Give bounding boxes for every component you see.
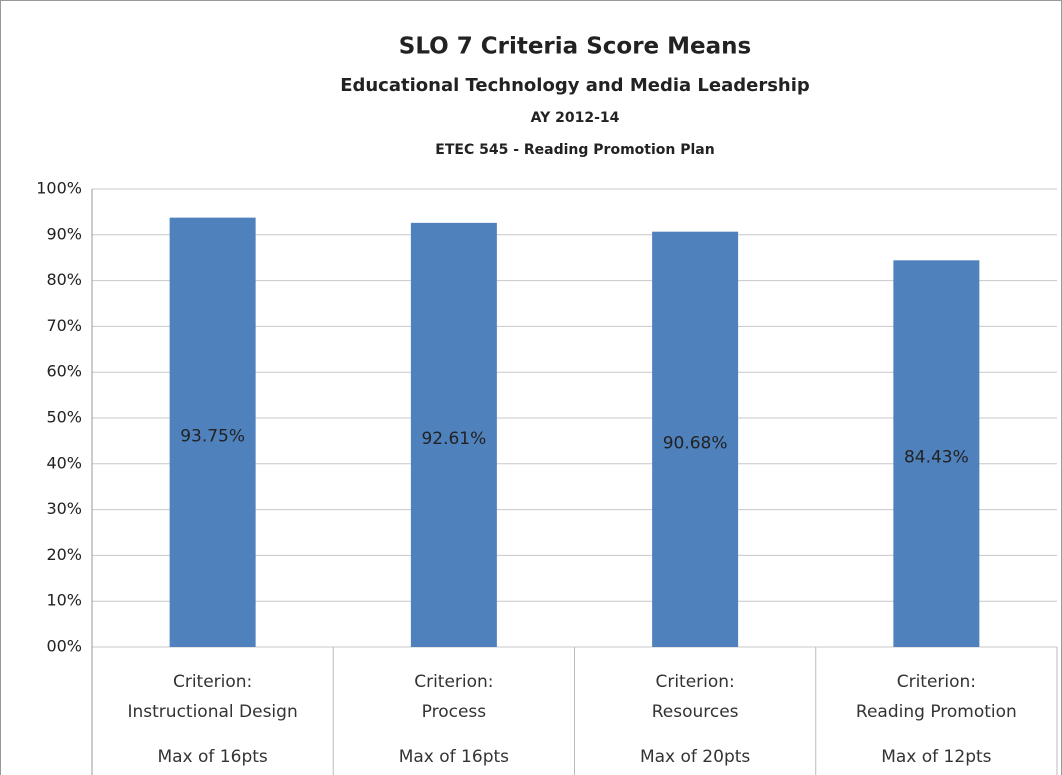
y-tick-label: 30% [46, 499, 82, 518]
chart-subtitle: AY 2012-14 [531, 110, 620, 126]
y-tick-label: 80% [46, 270, 82, 289]
bar [169, 217, 256, 647]
x-tick-label: Criterion: Reading Promotion [855, 672, 1017, 722]
y-tick-label: 00% [46, 637, 82, 656]
x-tick-note: Max of 12pts [881, 747, 992, 767]
x-tick-note: Max of 16pts [157, 747, 268, 767]
data-label: 92.61% [421, 429, 486, 449]
chart-title: SLO 7 Criteria Score Means [399, 34, 751, 60]
bar [410, 222, 497, 648]
y-tick-label: 70% [46, 316, 82, 335]
bar [893, 260, 980, 647]
data-label: 84.43% [904, 448, 969, 468]
y-tick-label: 10% [46, 591, 82, 610]
x-tick-note: Max of 16pts [398, 747, 510, 767]
y-tick-label: 40% [46, 453, 82, 472]
y-tick-label: 60% [46, 362, 82, 381]
data-label: 93.75% [180, 426, 245, 446]
y-tick-label: 90% [46, 224, 82, 243]
x-tick-label: Criterion: Instructional Design [127, 672, 298, 722]
bar [652, 231, 739, 647]
x-tick-note: Max of 20pts [639, 747, 751, 767]
x-tick-label: Criterion: Process [414, 672, 494, 722]
data-label: 90.68% [663, 433, 728, 453]
x-tick-label: Criterion: Resources [651, 672, 739, 722]
chart-subtitle: Educational Technology and Media Leaders… [340, 75, 810, 96]
y-tick-label: 50% [46, 408, 82, 427]
y-tick-label: 100% [36, 179, 82, 198]
chart-subtitle: ETEC 545 - Reading Promotion Plan [435, 142, 714, 158]
y-tick-label: 20% [46, 545, 82, 564]
